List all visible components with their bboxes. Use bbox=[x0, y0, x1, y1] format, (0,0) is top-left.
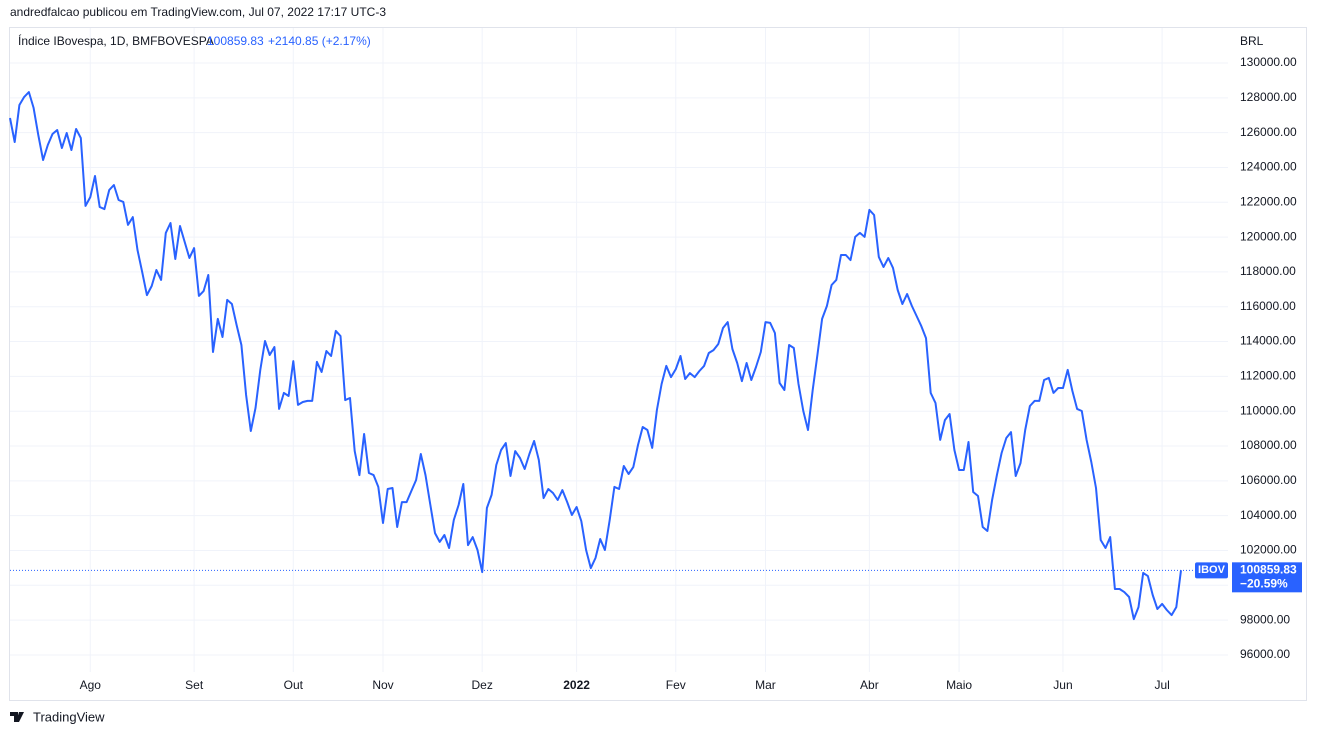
y-tick-label: 110000.00 bbox=[1240, 403, 1296, 417]
x-tick-label: 2022 bbox=[563, 678, 590, 692]
y-tick-label: 106000.00 bbox=[1240, 473, 1297, 487]
series-tag: IBOV bbox=[1198, 564, 1226, 576]
y-tick-label: 108000.00 bbox=[1240, 438, 1297, 452]
x-tick-label: Dez bbox=[472, 678, 493, 692]
price-box bbox=[1232, 562, 1302, 593]
frame bbox=[9, 27, 1307, 701]
series-tag-box bbox=[1195, 562, 1228, 579]
y-tick-label: 104000.00 bbox=[1240, 508, 1297, 522]
x-tick-label: Mar bbox=[755, 678, 776, 692]
price-change: −20.59% bbox=[1240, 576, 1288, 590]
y-tick-label: 116000.00 bbox=[1240, 299, 1296, 313]
logo-icon bbox=[10, 712, 24, 722]
y-tick-label: 126000.00 bbox=[1240, 125, 1297, 139]
x-tick-label: Set bbox=[185, 678, 204, 692]
x-tick-label: Out bbox=[284, 678, 304, 692]
y-tick-label: 112000.00 bbox=[1240, 369, 1296, 383]
legend-price: 100859.83 bbox=[207, 34, 264, 48]
header: andredfalcao publicou em TradingView.com… bbox=[10, 5, 386, 19]
legend-change: +2140.85 (+2.17%) bbox=[268, 34, 371, 48]
currency: BRL bbox=[1240, 34, 1264, 48]
y-tick-label: 118000.00 bbox=[1240, 264, 1296, 278]
x-tick-label: Fev bbox=[666, 678, 686, 692]
y-tick-label: 120000.00 bbox=[1240, 229, 1297, 243]
x-tick-label: Jul bbox=[1154, 678, 1169, 692]
y-tick-label: 98000.00 bbox=[1240, 612, 1290, 626]
x-tick-label: Maio bbox=[946, 678, 972, 692]
footer: TradingView bbox=[33, 709, 105, 724]
y-tick-label: 128000.00 bbox=[1240, 90, 1297, 104]
plot bbox=[9, 91, 1228, 621]
footer-logo: TradingView bbox=[10, 709, 105, 724]
legend-title: Índice IBovespa, 1D, BMFBOVESPA bbox=[18, 33, 214, 48]
y-tick-label: 122000.00 bbox=[1240, 194, 1297, 208]
y-tick-label: 102000.00 bbox=[1240, 543, 1297, 557]
x-tick-label: Ago bbox=[80, 678, 102, 692]
price-label: 100859.83 bbox=[1240, 562, 1297, 576]
price-line bbox=[9, 91, 1182, 621]
y-tick-label: 130000.00 bbox=[1240, 55, 1297, 69]
x-tick-label: Nov bbox=[372, 678, 393, 692]
y-tick-label: 124000.00 bbox=[1240, 160, 1297, 174]
y-tick-label: 96000.00 bbox=[1240, 647, 1290, 661]
y-tick-label: 114000.00 bbox=[1240, 334, 1296, 348]
x-tick-label: Jun bbox=[1053, 678, 1072, 692]
grid bbox=[10, 28, 1228, 672]
x-tick-label: Abr bbox=[860, 678, 879, 692]
